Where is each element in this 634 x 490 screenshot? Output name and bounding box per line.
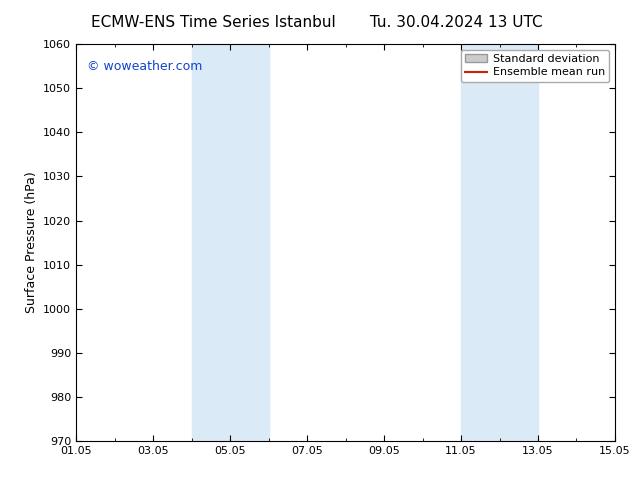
- Text: ECMW-ENS Time Series Istanbul       Tu. 30.04.2024 13 UTC: ECMW-ENS Time Series Istanbul Tu. 30.04.…: [91, 15, 543, 30]
- Bar: [461, 44, 538, 441]
- Bar: [191, 44, 269, 441]
- Text: © woweather.com: © woweather.com: [87, 60, 202, 73]
- Legend: Standard deviation, Ensemble mean run: Standard deviation, Ensemble mean run: [460, 49, 609, 82]
- Y-axis label: Surface Pressure (hPa): Surface Pressure (hPa): [25, 172, 37, 314]
